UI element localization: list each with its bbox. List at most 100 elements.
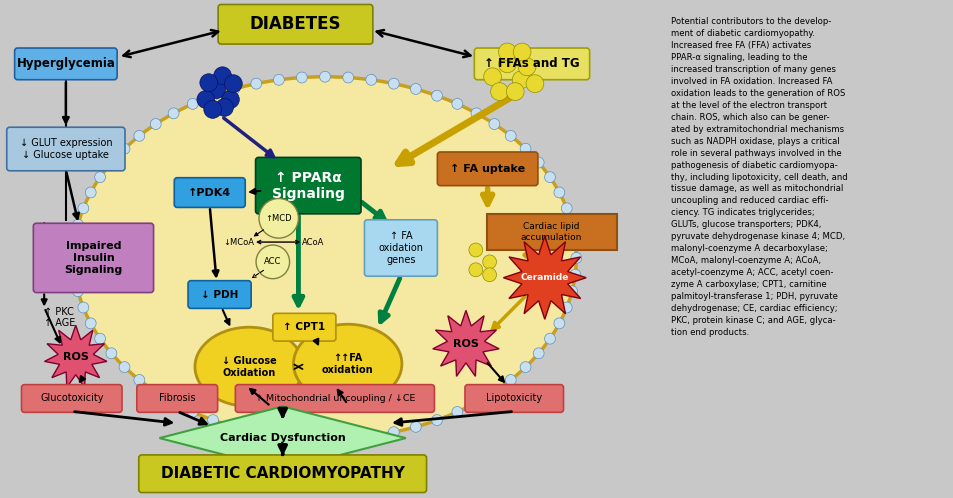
Circle shape bbox=[200, 74, 217, 92]
Text: DIABETIC CARDIOMYOPATHY: DIABETIC CARDIOMYOPATHY bbox=[160, 466, 404, 481]
Text: ACC: ACC bbox=[264, 257, 281, 266]
Text: ROS: ROS bbox=[63, 352, 89, 362]
FancyBboxPatch shape bbox=[364, 220, 436, 276]
Circle shape bbox=[498, 43, 516, 61]
Circle shape bbox=[482, 255, 496, 269]
Circle shape bbox=[213, 67, 232, 85]
Circle shape bbox=[70, 269, 80, 280]
Circle shape bbox=[570, 252, 581, 263]
Text: Impaired
Insulin
Signaling: Impaired Insulin Signaling bbox=[64, 242, 122, 274]
Circle shape bbox=[410, 421, 421, 432]
Circle shape bbox=[168, 108, 179, 119]
Circle shape bbox=[94, 172, 106, 183]
Circle shape bbox=[554, 187, 564, 198]
Text: Cardiac lipid
accumulation: Cardiac lipid accumulation bbox=[520, 223, 581, 242]
Circle shape bbox=[483, 68, 501, 86]
Circle shape bbox=[506, 83, 523, 101]
Circle shape bbox=[319, 434, 330, 445]
Circle shape bbox=[342, 433, 354, 444]
Circle shape bbox=[224, 75, 242, 93]
Circle shape bbox=[513, 43, 531, 61]
Circle shape bbox=[85, 318, 96, 329]
Text: ↓ PDH: ↓ PDH bbox=[201, 289, 238, 299]
Circle shape bbox=[512, 71, 530, 89]
Circle shape bbox=[365, 74, 376, 85]
Circle shape bbox=[342, 72, 354, 83]
Circle shape bbox=[469, 243, 482, 257]
Circle shape bbox=[544, 333, 555, 344]
Circle shape bbox=[72, 219, 83, 230]
Circle shape bbox=[133, 130, 145, 141]
Circle shape bbox=[119, 362, 130, 373]
Text: ↑ CPT1: ↑ CPT1 bbox=[283, 322, 325, 332]
Circle shape bbox=[482, 268, 496, 282]
Circle shape bbox=[365, 431, 376, 441]
Circle shape bbox=[566, 286, 577, 297]
Circle shape bbox=[119, 143, 130, 154]
Text: Lipotoxicity: Lipotoxicity bbox=[486, 393, 541, 403]
Text: Glucotoxicity: Glucotoxicity bbox=[40, 393, 104, 403]
Circle shape bbox=[204, 101, 221, 119]
Circle shape bbox=[519, 143, 531, 154]
Circle shape bbox=[70, 236, 80, 247]
Text: ↓ Glucose
Oxidation: ↓ Glucose Oxidation bbox=[221, 356, 276, 377]
Circle shape bbox=[255, 245, 290, 279]
Circle shape bbox=[560, 302, 572, 313]
Circle shape bbox=[229, 84, 239, 95]
Circle shape bbox=[259, 199, 298, 238]
Circle shape bbox=[72, 286, 83, 297]
Circle shape bbox=[196, 91, 214, 109]
Circle shape bbox=[533, 157, 543, 168]
Polygon shape bbox=[433, 310, 498, 376]
Circle shape bbox=[431, 90, 442, 101]
FancyBboxPatch shape bbox=[486, 214, 616, 250]
Circle shape bbox=[560, 203, 572, 214]
Circle shape bbox=[519, 362, 531, 373]
Circle shape bbox=[151, 119, 161, 129]
Text: ↓ GLUT expression
↓ Glucose uptake: ↓ GLUT expression ↓ Glucose uptake bbox=[19, 138, 112, 160]
Circle shape bbox=[85, 187, 96, 198]
FancyBboxPatch shape bbox=[436, 152, 537, 186]
Polygon shape bbox=[503, 236, 585, 319]
Ellipse shape bbox=[73, 77, 576, 439]
Text: ACoA: ACoA bbox=[302, 238, 324, 247]
Circle shape bbox=[569, 236, 580, 247]
FancyBboxPatch shape bbox=[188, 281, 251, 308]
Text: ↑ PPARα
Signaling: ↑ PPARα Signaling bbox=[272, 170, 344, 201]
Circle shape bbox=[410, 84, 421, 95]
Circle shape bbox=[208, 90, 218, 101]
Circle shape bbox=[251, 427, 261, 438]
Text: Hyperglycemia: Hyperglycemia bbox=[16, 57, 115, 70]
Text: ↑MCD: ↑MCD bbox=[265, 214, 292, 223]
FancyBboxPatch shape bbox=[7, 127, 125, 171]
FancyBboxPatch shape bbox=[138, 455, 426, 493]
Circle shape bbox=[274, 74, 284, 85]
Text: Ceramide: Ceramide bbox=[520, 273, 568, 282]
Circle shape bbox=[533, 348, 543, 359]
FancyBboxPatch shape bbox=[22, 384, 122, 412]
FancyBboxPatch shape bbox=[235, 384, 434, 412]
Text: ↑PDK4: ↑PDK4 bbox=[188, 188, 231, 198]
Circle shape bbox=[505, 374, 516, 385]
Text: ↑ FA uptake: ↑ FA uptake bbox=[450, 164, 525, 174]
Ellipse shape bbox=[294, 324, 401, 403]
Circle shape bbox=[471, 397, 481, 408]
Text: Fibrosis: Fibrosis bbox=[159, 393, 195, 403]
Text: ↑↑FA
oxidation: ↑↑FA oxidation bbox=[321, 353, 374, 374]
FancyBboxPatch shape bbox=[218, 4, 373, 44]
Circle shape bbox=[221, 91, 239, 109]
FancyBboxPatch shape bbox=[464, 384, 563, 412]
Circle shape bbox=[168, 397, 179, 408]
Circle shape bbox=[274, 431, 284, 441]
Circle shape bbox=[208, 415, 218, 425]
FancyBboxPatch shape bbox=[255, 157, 360, 214]
Circle shape bbox=[94, 333, 106, 344]
Text: ↑ PKC
↑ AGE: ↑ PKC ↑ AGE bbox=[44, 306, 75, 328]
FancyBboxPatch shape bbox=[273, 313, 335, 341]
Circle shape bbox=[525, 75, 543, 93]
FancyBboxPatch shape bbox=[14, 48, 117, 80]
Circle shape bbox=[554, 318, 564, 329]
Circle shape bbox=[471, 108, 481, 119]
Circle shape bbox=[498, 55, 516, 73]
Circle shape bbox=[187, 99, 198, 110]
